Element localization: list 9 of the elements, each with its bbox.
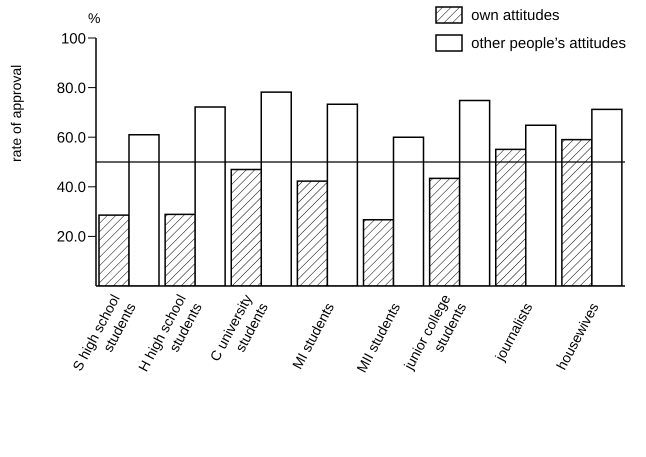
legend-label: other people’s attitudes xyxy=(471,34,626,52)
y-axis-title: rate of approval xyxy=(8,64,24,162)
y-tick-label: 40.0 xyxy=(56,179,86,196)
y-tick-label: 20.0 xyxy=(56,228,86,246)
y-tick-label: 60.0 xyxy=(56,130,86,147)
y-tick-label: 80.0 xyxy=(56,80,86,97)
text: % xyxy=(88,10,100,26)
legend-label: own attitudes xyxy=(471,6,560,24)
y-tick-label: 100 xyxy=(60,30,86,48)
